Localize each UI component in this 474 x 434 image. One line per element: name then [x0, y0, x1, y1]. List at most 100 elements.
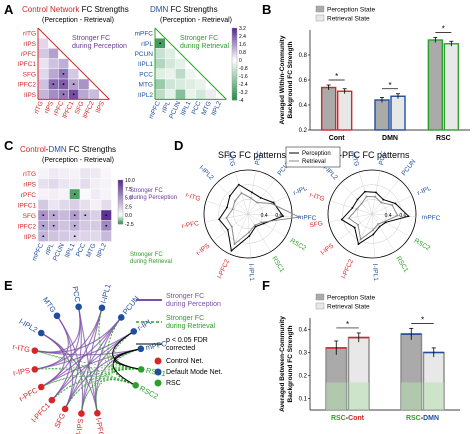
heatmap-cell — [68, 68, 79, 80]
significance-dot — [62, 73, 65, 75]
significance-dot — [42, 224, 45, 227]
network-node-label: r-IPS — [12, 366, 30, 378]
polar-spoke — [247, 195, 289, 215]
heatmap-row-label: PCC — [139, 71, 153, 78]
colorbar-panel-a: 3.2 2.4 1.6 0.8 0 -0.8 -1.6 -2.4 -3.2 -4 — [231, 26, 248, 104]
heatmap-cell — [37, 68, 49, 80]
heatmap-cell — [90, 230, 102, 242]
legend-swatch-retrieval — [315, 302, 325, 310]
colorbar-segment — [118, 222, 123, 225]
significance-dot — [52, 214, 55, 217]
polar-series-point — [231, 208, 234, 211]
colorbar-tick-label: 0 — [239, 58, 242, 64]
network-node — [117, 314, 125, 321]
y-axis-label-line1: Averaged Between-Community — [279, 316, 286, 412]
polar-series-point — [348, 217, 350, 220]
colorbar-segment — [118, 200, 123, 203]
polar-series-point — [383, 220, 386, 223]
legend-perception-label: Perception — [302, 151, 331, 157]
significance-star: * — [388, 81, 391, 90]
polar-spoke-label: l-IPL1 — [371, 264, 379, 282]
heatmap-cell — [154, 58, 166, 69]
polar-series-point — [237, 183, 240, 186]
heatmap-cell — [90, 199, 102, 211]
heatmap-row-label: rITG — [23, 31, 36, 38]
edge-retrieval — [51, 378, 136, 401]
heatmap-cell — [154, 48, 166, 59]
heatmap-col-label: mPFC — [148, 100, 162, 120]
heatmap-diagonal — [154, 27, 227, 100]
heatmap-cell — [48, 178, 60, 190]
heatmap-cell — [164, 88, 176, 100]
polar-series-point — [234, 200, 236, 202]
heatmap-cell — [58, 230, 70, 242]
heatmap-col-label: lIPL1 — [64, 242, 77, 259]
polar-series-point — [260, 221, 263, 224]
heatmap-cell — [100, 230, 112, 242]
colorbar-segment — [118, 182, 123, 185]
polar-spoke-label: PCC — [254, 150, 263, 165]
polar-spoke-label: MTG — [225, 152, 236, 168]
colorbar-segment — [232, 90, 237, 94]
bar-lower-band — [401, 382, 422, 410]
legend-node-rsc — [154, 379, 162, 387]
panel-a-right-note-line2: during Retrieval — [180, 43, 229, 50]
polar-series-point — [262, 222, 265, 225]
colorbar-segment — [118, 188, 123, 191]
edge-retrieval — [107, 317, 136, 386]
colorbar-segment — [118, 193, 123, 195]
colorbar-tick-label: -0.8 — [239, 66, 248, 72]
heatmap-cell — [100, 199, 112, 211]
panel-e-legend: Stronger FC during Perception Stronger F… — [136, 293, 222, 387]
significance-dot — [62, 93, 65, 96]
polar-series-point — [391, 204, 393, 206]
polar-series-point — [272, 201, 275, 204]
polar-spoke-label: l-IPL1 — [247, 264, 255, 282]
panel-label-d: D — [174, 138, 183, 153]
polar-series-point — [250, 197, 252, 200]
heatmap-cell — [185, 78, 197, 90]
heatmap-cell — [78, 78, 90, 90]
polar-spoke — [371, 213, 395, 252]
bar-lower-band — [326, 382, 347, 410]
heatmap-cell — [37, 167, 49, 179]
heatmap-cell — [78, 88, 90, 100]
polar-spoke-label: RSC2 — [413, 237, 432, 252]
heatmap-cell — [58, 199, 70, 211]
heatmap-cell — [164, 58, 176, 69]
y-tick-label: 0.8 — [299, 53, 308, 59]
polar-series-point — [248, 235, 251, 237]
colorbar-segment — [118, 215, 123, 217]
x-category-label: DMN — [382, 135, 398, 142]
network-node — [98, 304, 106, 312]
polar-series-point — [396, 214, 399, 217]
polar-series-point — [233, 243, 236, 245]
network-node-label: r-IPL — [136, 316, 155, 332]
polar-series-line — [218, 183, 284, 252]
network-node — [37, 329, 45, 337]
bar — [374, 99, 390, 131]
panel-c-note-top-line2: during Perception — [130, 195, 177, 201]
colorbar-segment — [232, 68, 237, 72]
polar-spoke-label: RSC2 — [289, 237, 308, 252]
polar-series-point — [377, 223, 379, 225]
legend-sig-line2: corrected — [166, 345, 195, 352]
colorbar-segment — [118, 213, 123, 216]
network-node-label: l-IPS — [74, 418, 85, 434]
polar-series-point — [380, 201, 382, 204]
colorbar-segment — [232, 73, 237, 77]
colorbar-segment — [232, 30, 237, 34]
polar-spoke-label: l-PFC2 — [216, 258, 231, 280]
edge-retrieval — [98, 307, 136, 386]
polar-spoke-label: r-PFC — [181, 220, 200, 230]
polar-series-line — [340, 191, 410, 245]
colorbar-segment — [232, 28, 237, 31]
polar-spoke-label: PCUN — [400, 158, 417, 177]
polar-spoke-label: r-IPL — [292, 185, 308, 197]
significance-dot — [84, 214, 87, 217]
heatmap-row-label: rIPL — [141, 41, 153, 48]
polar-series-point — [230, 225, 233, 228]
polar-series-point — [356, 198, 359, 201]
polar-spoke-label: r-ITG — [185, 192, 202, 203]
legend-perception-line2: during Perception — [166, 301, 221, 308]
